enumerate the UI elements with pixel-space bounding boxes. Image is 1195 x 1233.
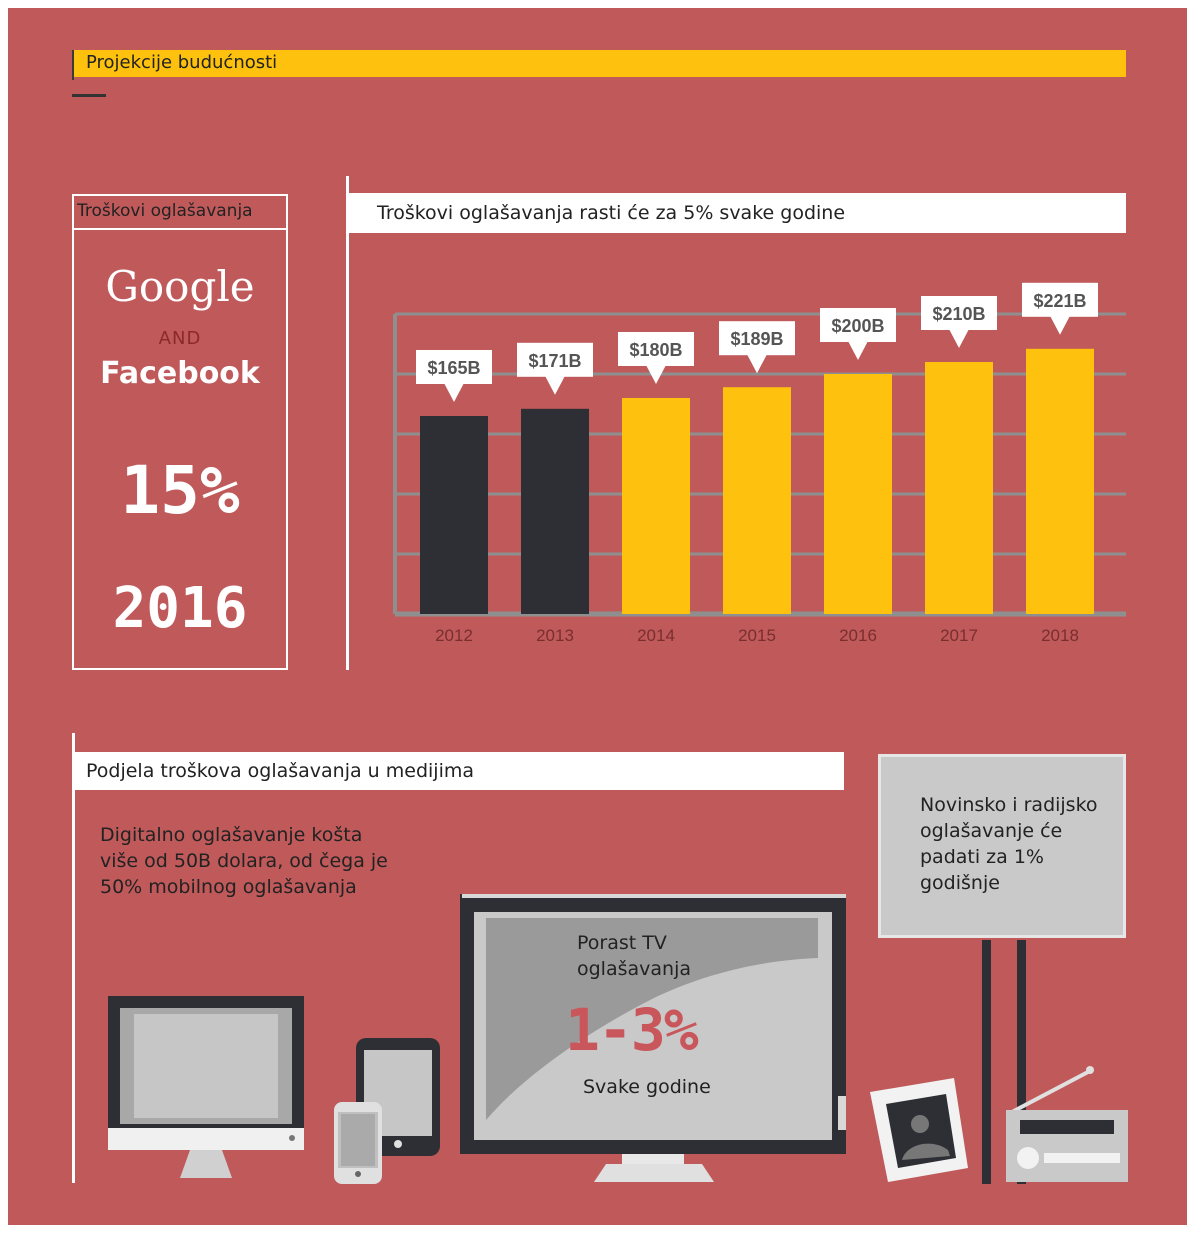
callout-box	[719, 321, 795, 356]
bar-2017	[925, 362, 993, 614]
callout-box	[820, 308, 896, 342]
x-tick-label: 2017	[940, 626, 978, 645]
bar-2012	[420, 416, 488, 614]
x-tick-label: 2018	[1041, 626, 1079, 645]
data-label: $165B	[427, 358, 480, 378]
sign-post-left	[982, 940, 991, 1184]
stat-label: Troškovi oglašavanja	[72, 194, 288, 230]
media-section-title: Podjela troškova oglašavanja u medijima	[74, 752, 844, 790]
callout-pointer	[646, 365, 666, 384]
callout-pointer	[444, 383, 464, 402]
data-label: $180B	[629, 340, 682, 360]
bar-2013	[521, 408, 589, 614]
data-label: $200B	[831, 316, 884, 336]
stat-year: 2016	[112, 576, 248, 641]
callout-box	[416, 350, 492, 384]
header-bar	[72, 50, 1126, 80]
callout-pointer	[949, 329, 969, 348]
tv-label: Porast TV oglašavanja	[577, 932, 691, 980]
callout-box	[517, 342, 593, 377]
x-tick-label: 2013	[536, 626, 574, 645]
data-label: $221B	[1033, 291, 1086, 311]
x-tick-label: 2014	[637, 626, 675, 645]
bar-2014	[622, 398, 690, 614]
stat-and: AND	[158, 328, 202, 349]
callout-box	[618, 332, 694, 366]
x-tick-label: 2012	[435, 626, 473, 645]
bar-2015	[723, 387, 791, 614]
chart-title: Troškovi oglašavanja rasti će za 5% svak…	[347, 193, 1126, 233]
header-dash	[72, 94, 106, 97]
callout-pointer	[1050, 315, 1070, 335]
desktop-monitor-icon	[108, 996, 304, 1178]
callout-pointer	[848, 341, 868, 360]
data-label: $189B	[730, 329, 783, 349]
bar-2016	[824, 374, 892, 614]
tv-every-year: Svake godine	[583, 1076, 711, 1098]
facebook-logo-text: Facebook	[100, 356, 260, 391]
page-title: Projekcije budućnosti	[86, 52, 278, 73]
digital-ad-text: Digitalno oglašavanje košta više od 50B …	[100, 824, 388, 898]
tv-icon	[460, 894, 846, 1182]
callout-pointer	[545, 375, 565, 395]
x-tick-label: 2016	[839, 626, 877, 645]
google-logo-text: Google	[105, 262, 255, 311]
callout-box	[921, 296, 997, 330]
stat-percent: 15%	[120, 452, 240, 529]
bottom-divider	[72, 733, 75, 1183]
x-tick-label: 2015	[738, 626, 776, 645]
radio-sign	[878, 754, 1126, 938]
radio-newspaper-text: Novinsko i radijsko oglašavanje će padat…	[920, 794, 1098, 894]
sign-post-right	[1017, 940, 1026, 1184]
vertical-divider	[346, 176, 349, 670]
data-label: $210B	[932, 304, 985, 324]
data-label: $171B	[528, 351, 581, 371]
callout-pointer	[747, 354, 767, 374]
newspaper-icon	[870, 1078, 968, 1182]
callout-box	[1022, 282, 1098, 317]
tv-percent: 1-3%	[565, 996, 699, 1064]
radio-icon	[1006, 1066, 1128, 1182]
phone-icon	[334, 1102, 382, 1184]
bar-chart: $165B 2012 $171B 2013 $180B 2014 $189B 2015 $200…	[393, 282, 1126, 645]
bar-2018	[1026, 348, 1094, 614]
